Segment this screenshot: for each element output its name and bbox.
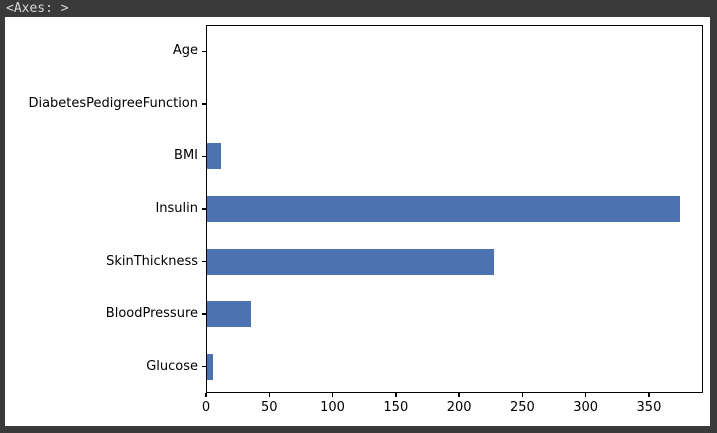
x-tick-mark-50: [268, 393, 271, 397]
y-tick-mark-bmi: [202, 155, 206, 158]
y-tick-label-glucose: Glucose: [146, 358, 198, 374]
x-tick-label-250: 250: [509, 400, 535, 415]
y-tick-mark-diabetespedigreefunction: [202, 103, 206, 105]
y-tick-mark-bloodpressure: [202, 313, 206, 315]
axes-repr-text: <Axes: >: [6, 1, 69, 16]
y-tick-mark-glucose: [202, 365, 206, 368]
y-tick-label-skinthickness: SkinThickness: [106, 253, 198, 269]
bar-skinthickness: [207, 248, 495, 275]
y-tick-mark-age: [202, 50, 206, 53]
x-tick-label-350: 350: [636, 400, 662, 415]
y-tick-label-bloodpressure: BloodPressure: [105, 306, 198, 322]
bar-insulin: [207, 196, 681, 222]
y-tick-label-age: Age: [172, 43, 198, 59]
figure: Age DiabetesPedigreeFunction BMI Insulin Ski…: [5, 17, 710, 426]
y-tick-label-diabetespedigreefunction: DiabetesPedigreeFunction: [28, 95, 198, 111]
x-tick-mark-150: [395, 393, 397, 397]
x-tick-mark-300: [584, 393, 587, 397]
bar-bmi: [207, 143, 221, 170]
x-tick-label-150: 150: [383, 400, 409, 415]
x-tick-mark-250: [521, 393, 524, 397]
y-tick-mark-skinthickness: [202, 260, 206, 263]
y-tick-label-insulin: Insulin: [155, 201, 198, 216]
x-tick-label-0: 0: [201, 400, 211, 415]
x-tick-label-50: 50: [260, 400, 278, 415]
bar-glucose: [207, 353, 214, 380]
plot-area: [206, 25, 703, 393]
x-tick-mark-350: [648, 393, 650, 397]
y-tick-mark-insulin: [202, 208, 206, 210]
x-tick-label-200: 200: [446, 400, 472, 415]
y-tick-label-bmi: BMI: [174, 148, 198, 164]
x-tick-label-100: 100: [320, 400, 345, 415]
x-tick-mark-0: [205, 393, 207, 397]
bar-bloodpressure: [207, 301, 252, 328]
x-tick-mark-100: [331, 393, 334, 397]
x-tick-mark-200: [458, 393, 460, 397]
x-tick-label-300: 300: [573, 400, 599, 415]
